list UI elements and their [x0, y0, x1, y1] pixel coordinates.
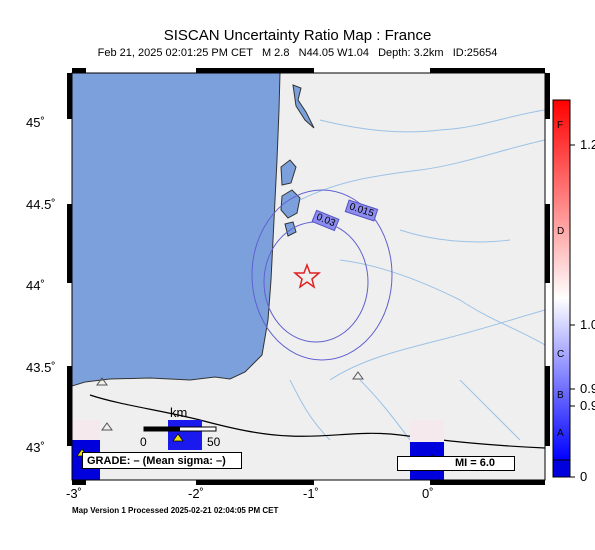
ocean-area	[72, 73, 281, 387]
grade-letter: F	[557, 120, 564, 131]
y-label: 44.5˚	[26, 197, 56, 212]
grade-letter: B	[557, 390, 564, 401]
mi-legend-text: MI = 6.0	[455, 457, 496, 469]
uncertainty-cell	[72, 420, 100, 440]
map-title: SISCAN Uncertainty Ratio Map : France	[163, 27, 432, 44]
uncertainty-cell	[168, 420, 202, 450]
y-label: 44˚	[26, 278, 45, 293]
gironde-estuary	[292, 84, 315, 129]
grade-letter: A	[557, 428, 564, 439]
x-label: -1˚	[303, 486, 319, 501]
colorbar-tick: 1.2	[580, 137, 595, 152]
grade-letter: D	[557, 226, 565, 237]
x-label: -3˚	[66, 486, 82, 501]
grade-letter: C	[557, 349, 565, 360]
scale-bar	[143, 426, 217, 432]
x-label: 0˚	[422, 486, 434, 501]
scale-end: 50	[207, 435, 221, 449]
epicenter-star-icon	[292, 262, 322, 289]
colorbar-tick: 0	[580, 469, 588, 484]
rivers	[289, 109, 545, 441]
x-label: -2˚	[188, 486, 204, 501]
frame-ticks	[67, 68, 550, 485]
mi-legend-box	[397, 456, 515, 471]
colorbar-tick: 0.9	[580, 381, 595, 396]
scale-start: 0	[140, 435, 147, 449]
colorbar-zero-swatch	[552, 459, 571, 478]
station-triangle-icon	[172, 433, 184, 442]
station-triangle-icon	[96, 377, 108, 386]
uncertainty-cell	[410, 420, 444, 442]
processing-footer: Map Version 1 Processed 2025-02-21 02:04…	[72, 506, 279, 515]
colorbar-tick: 0.9	[580, 398, 595, 413]
colorbar	[552, 99, 571, 461]
y-label: 43˚	[26, 440, 45, 455]
colorbar-tick: 1.0	[580, 317, 595, 332]
y-label: 43.5˚	[26, 360, 56, 375]
station-triangle-icon	[352, 371, 364, 380]
grade-legend: GRADE: – (Mean sigma: –)	[82, 452, 242, 469]
y-label: 45˚	[26, 115, 45, 130]
map-subtitle: Feb 21, 2025 02:01:25 PM CET M 2.8 N44.0…	[97, 47, 498, 59]
station-triangle-icon	[101, 422, 113, 431]
country-border	[89, 394, 545, 449]
scale-unit: km	[170, 405, 188, 420]
lake-hourtin	[280, 159, 297, 186]
